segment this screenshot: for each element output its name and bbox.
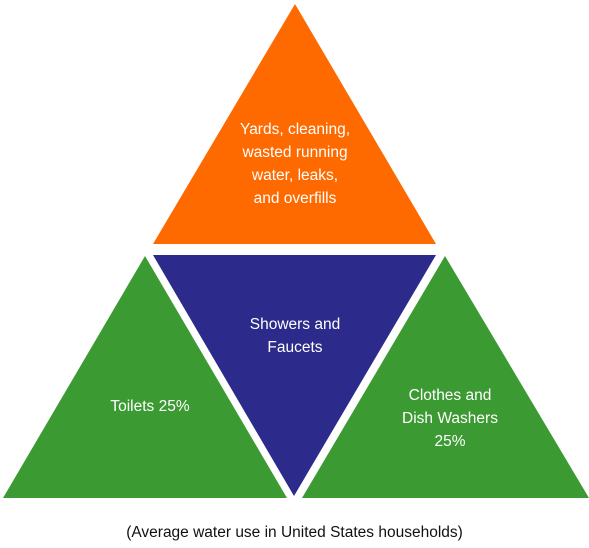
right-segment-label: Clothes and Dish Washers 25%: [402, 387, 498, 450]
top-segment-yards-cleaning: [153, 4, 436, 244]
center-segment-label: Showers and Faucets: [249, 316, 341, 356]
top-segment-label: Yards, cleaning, wasted running water, l…: [240, 121, 350, 207]
right-segment-washers: [302, 256, 589, 498]
diagram-caption: (Average water use in United States hous…: [126, 524, 463, 541]
left-segment-label: Toilets 25%: [110, 398, 190, 415]
left-segment-toilets: [3, 256, 287, 498]
center-segment-showers-faucets: [153, 255, 436, 496]
